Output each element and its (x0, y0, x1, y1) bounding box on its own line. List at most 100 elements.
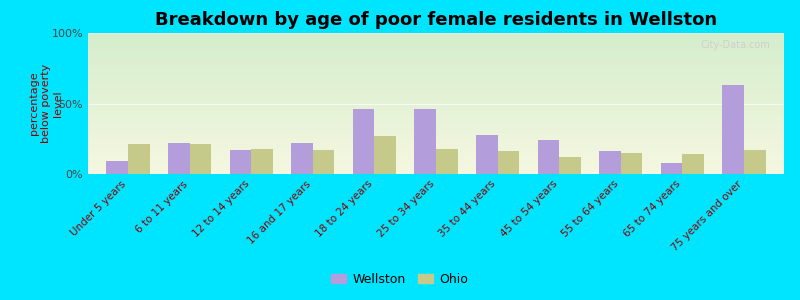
Bar (88, 69, 784, 70)
Bar (88, 160, 784, 161)
Bar (661, 163, 682, 174)
Bar (88, 156, 784, 157)
Bar (722, 85, 744, 174)
Bar (88, 132, 784, 133)
Bar (88, 46, 784, 47)
Bar (88, 154, 784, 155)
Bar (88, 124, 784, 125)
Bar (88, 82, 784, 83)
Bar (88, 34, 784, 35)
Bar (88, 103, 784, 104)
Bar (88, 101, 784, 102)
Bar (88, 144, 784, 145)
Bar (88, 130, 784, 131)
Bar (88, 77, 784, 78)
Bar (88, 106, 784, 107)
Bar (88, 131, 784, 132)
Bar (88, 159, 784, 160)
Bar (88, 95, 784, 96)
Bar (88, 145, 784, 146)
Bar (88, 121, 784, 122)
Bar (88, 120, 784, 121)
Bar (88, 68, 784, 69)
Bar (88, 139, 784, 140)
Bar (88, 163, 784, 164)
Bar (88, 133, 784, 134)
Bar (88, 151, 784, 152)
Bar (88, 70, 784, 71)
Bar (88, 53, 784, 54)
Bar (88, 119, 784, 120)
Bar (88, 169, 784, 170)
Bar (88, 171, 784, 172)
Bar (88, 61, 784, 62)
Bar (88, 140, 784, 141)
Bar (88, 107, 784, 108)
Bar (88, 65, 784, 66)
Bar (88, 86, 784, 87)
Bar (88, 72, 784, 73)
Bar (498, 152, 519, 174)
Title: Breakdown by age of poor female residents in Wellston: Breakdown by age of poor female resident… (155, 11, 717, 29)
Bar (88, 88, 784, 89)
Bar (88, 35, 784, 36)
Bar (88, 93, 784, 94)
Bar (88, 79, 784, 80)
Bar (88, 164, 784, 165)
Bar (88, 142, 784, 143)
Bar (414, 109, 436, 174)
Bar (88, 155, 784, 156)
Bar (88, 168, 784, 169)
Bar (88, 128, 784, 129)
Bar (88, 62, 784, 63)
Bar (88, 157, 784, 158)
Bar (88, 64, 784, 65)
Bar (88, 85, 784, 86)
Bar (88, 158, 784, 159)
Bar (88, 83, 784, 84)
Bar (88, 90, 784, 91)
Text: City-Data.com: City-Data.com (700, 40, 770, 50)
Bar (88, 39, 784, 40)
Bar (374, 136, 396, 174)
Bar (88, 111, 784, 112)
Bar (88, 44, 784, 45)
Bar (88, 52, 784, 53)
Bar (88, 56, 784, 57)
Bar (88, 50, 784, 51)
Bar (88, 96, 784, 97)
Bar (88, 150, 784, 151)
Y-axis label: percentage
below poverty
level: percentage below poverty level (30, 64, 62, 143)
Bar (88, 100, 784, 101)
Bar (88, 45, 784, 46)
Bar (88, 73, 784, 74)
Bar (251, 148, 273, 174)
Bar (88, 38, 784, 39)
Bar (88, 113, 784, 114)
Bar (88, 134, 784, 135)
Bar (106, 161, 128, 174)
Bar (88, 66, 784, 67)
Bar (88, 54, 784, 55)
Bar (538, 140, 559, 174)
Bar (88, 89, 784, 90)
Bar (621, 153, 642, 174)
Bar (88, 67, 784, 68)
Bar (88, 173, 784, 174)
Bar (88, 59, 784, 60)
Bar (476, 134, 498, 174)
Bar (88, 126, 784, 127)
Bar (88, 112, 784, 113)
Bar (230, 150, 251, 174)
Bar (88, 136, 784, 137)
Bar (88, 98, 784, 99)
Bar (88, 74, 784, 75)
Bar (559, 157, 581, 174)
Bar (88, 123, 784, 124)
Bar (88, 117, 784, 118)
Bar (88, 87, 784, 88)
Bar (88, 63, 784, 64)
Bar (88, 114, 784, 115)
Bar (88, 60, 784, 61)
Bar (88, 80, 784, 81)
